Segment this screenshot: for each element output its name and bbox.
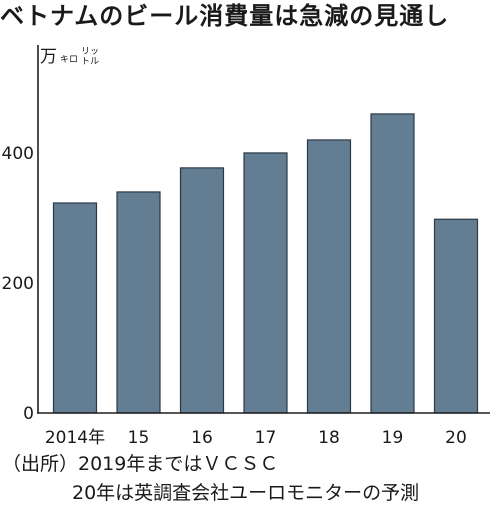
x-tick-label-4: 17: [255, 428, 277, 448]
bar-3: [179, 167, 225, 414]
bar-5: [306, 139, 352, 414]
bar-1: [52, 202, 98, 414]
chart-title: ベトナムのビール消費量は急減の見通し: [0, 2, 450, 30]
y-tick-label-1: 0: [23, 404, 34, 424]
bars-group: [52, 113, 479, 414]
x-tick-label-7: 20: [445, 428, 467, 448]
x-tick-label-5: 18: [318, 428, 340, 448]
y-unit-small-1: キロ: [60, 54, 79, 65]
x-tick-label-6: 19: [382, 428, 404, 448]
x-tick-label-3: 16: [191, 428, 213, 448]
bar-6: [370, 113, 415, 414]
bar-2: [116, 191, 161, 414]
y-unit-label: 万 キロ リットル: [40, 47, 99, 67]
x-tick-label-2: 15: [128, 428, 150, 448]
bar-4: [243, 152, 288, 414]
y-tick-label-2: 200: [2, 274, 34, 294]
y-tick-label-3: 400: [2, 144, 34, 164]
source-note-line-2: 20年は英調査会社ユーロモニターの予測: [72, 482, 420, 504]
x-tick-label-1: 2014年: [45, 428, 105, 448]
x-category-labels: 2014年 15 16 17 18 19 20: [45, 428, 467, 448]
y-tick-labels: 0 200 400: [2, 144, 34, 424]
source-note-line-1: （出所）2019年まではＶＣＳＣ: [2, 453, 279, 475]
bar-7: [433, 218, 479, 414]
y-unit-small-2: リットル: [81, 47, 100, 67]
y-unit-main: 万: [40, 46, 57, 67]
